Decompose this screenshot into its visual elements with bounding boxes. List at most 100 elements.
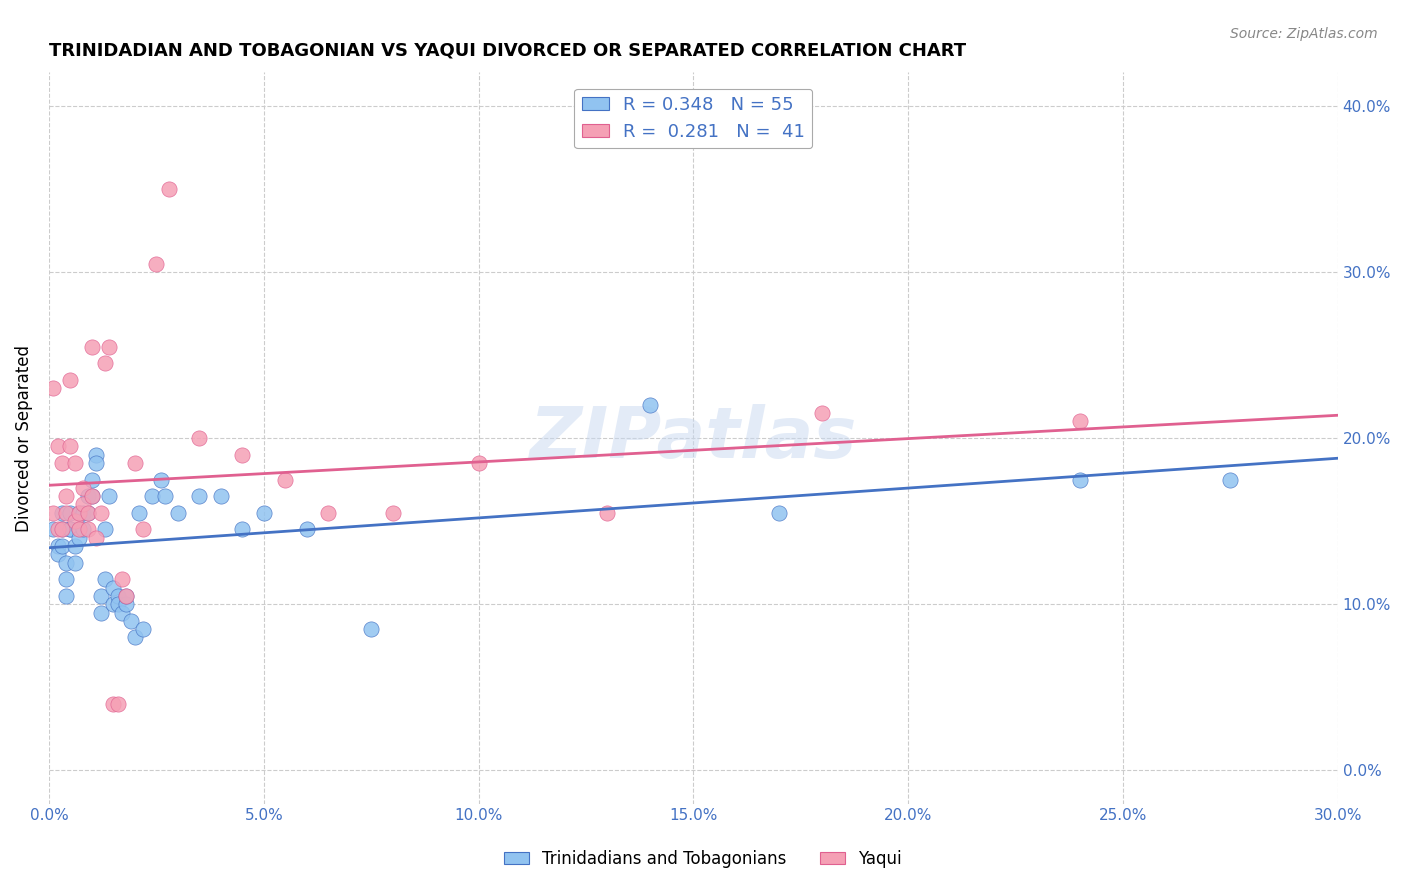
Point [1219,473,1241,487]
Point [107,589,129,603]
Y-axis label: Divorced or Separated: Divorced or Separated [15,344,32,532]
Point [84,448,107,462]
Point [89,589,111,603]
Point [94,523,117,537]
Point [42,381,65,395]
Point [98,489,121,503]
Text: Source: ZipAtlas.com: Source: ZipAtlas.com [1230,27,1378,41]
Point [42,523,65,537]
Point [46,523,69,537]
Point [59,439,82,453]
Legend: R = 0.348   N = 55, R =  0.281   N =  41: R = 0.348 N = 55, R = 0.281 N = 41 [575,89,813,148]
Point [1069,473,1091,487]
Point [55,589,77,603]
Legend: Trinidadians and Tobagonians, Yaqui: Trinidadians and Tobagonians, Yaqui [498,844,908,875]
Point [274,473,297,487]
Point [811,406,834,420]
Point [80,473,103,487]
Point [132,622,155,636]
Point [188,489,211,503]
Point [59,523,82,537]
Point [51,523,73,537]
Point [166,506,188,520]
Point [59,506,82,520]
Point [98,340,121,354]
Point [316,506,339,520]
Point [640,398,662,412]
Point [115,597,138,611]
Point [51,456,73,470]
Point [89,506,111,520]
Text: TRINIDADIAN AND TOBAGONIAN VS YAQUI DIVORCED OR SEPARATED CORRELATION CHART: TRINIDADIAN AND TOBAGONIAN VS YAQUI DIVO… [49,42,966,60]
Point [381,506,404,520]
Point [107,697,129,711]
Point [59,523,82,537]
Point [94,356,117,370]
Point [63,456,86,470]
Point [72,498,94,512]
Point [120,614,142,628]
Point [768,506,790,520]
Point [76,506,98,520]
Point [145,256,167,270]
Point [103,581,125,595]
Point [153,489,176,503]
Point [115,589,138,603]
Point [46,547,69,561]
Text: ZIPatlas: ZIPatlas [530,403,858,473]
Point [467,456,489,470]
Point [103,597,125,611]
Point [55,506,77,520]
Point [111,572,134,586]
Point [115,589,138,603]
Point [84,456,107,470]
Point [295,523,318,537]
Point [80,340,103,354]
Point [51,523,73,537]
Point [80,489,103,503]
Point [72,506,94,520]
Point [132,523,155,537]
Point [124,631,146,645]
Point [76,506,98,520]
Point [72,523,94,537]
Point [124,456,146,470]
Point [55,572,77,586]
Point [149,473,172,487]
Point [360,622,382,636]
Point [84,531,107,545]
Point [80,489,103,503]
Point [596,506,619,520]
Point [253,506,276,520]
Point [94,572,117,586]
Point [59,373,82,387]
Point [63,556,86,570]
Point [111,606,134,620]
Point [76,523,98,537]
Point [51,506,73,520]
Point [89,606,111,620]
Point [103,697,125,711]
Point [231,448,253,462]
Point [72,481,94,495]
Point [67,506,90,520]
Point [67,506,90,520]
Point [55,489,77,503]
Point [157,182,180,196]
Point [141,489,163,503]
Point [63,514,86,528]
Point [51,539,73,553]
Point [209,489,232,503]
Point [55,556,77,570]
Point [128,506,150,520]
Point [1069,414,1091,428]
Point [42,506,65,520]
Point [67,523,90,537]
Point [188,431,211,445]
Point [76,489,98,503]
Point [67,531,90,545]
Point [46,539,69,553]
Point [67,523,90,537]
Point [231,523,253,537]
Point [63,539,86,553]
